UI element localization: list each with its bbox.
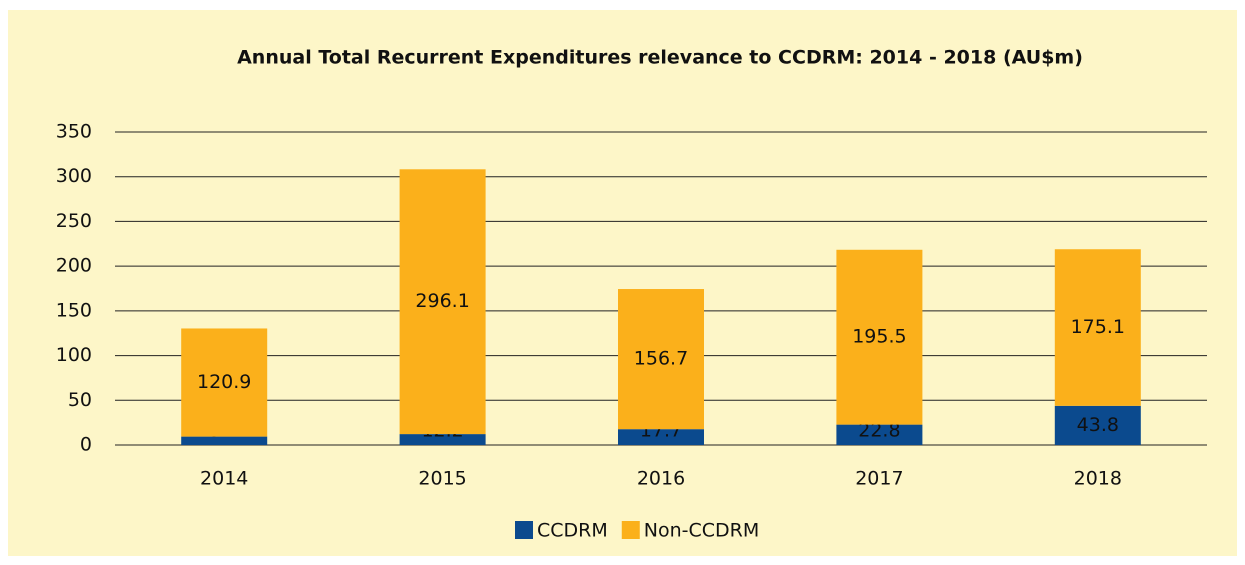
x-tick-label: 2018 bbox=[1074, 468, 1122, 490]
legend-swatch bbox=[621, 521, 640, 539]
data-label: 195.5 bbox=[852, 326, 906, 348]
y-tick-label: 200 bbox=[56, 255, 92, 277]
bar-segment bbox=[181, 436, 268, 445]
x-tick-label: 2017 bbox=[855, 468, 903, 490]
chart-background bbox=[8, 10, 1237, 556]
legend-swatch bbox=[515, 521, 533, 539]
y-tick-label: 150 bbox=[56, 299, 92, 321]
y-tick-label: 100 bbox=[56, 344, 92, 366]
bar-segment bbox=[1054, 405, 1141, 445]
bar-segment bbox=[836, 424, 923, 445]
bar-segment bbox=[181, 328, 268, 437]
data-label: 43.8 bbox=[1077, 414, 1119, 436]
y-tick-label: 300 bbox=[56, 165, 92, 187]
y-tick-label: 0 bbox=[80, 434, 92, 456]
bar-segment bbox=[1054, 249, 1141, 406]
x-tick-label: 2014 bbox=[200, 468, 248, 490]
bar-segment bbox=[399, 169, 486, 435]
legend-label: CCDRM bbox=[537, 520, 608, 542]
y-tick-label: 50 bbox=[68, 389, 92, 411]
bar-segment bbox=[836, 249, 923, 425]
data-label: 120.9 bbox=[197, 371, 251, 393]
data-label: 296.1 bbox=[415, 290, 469, 312]
x-tick-label: 2015 bbox=[418, 468, 466, 490]
data-label: 22.8 bbox=[858, 420, 900, 442]
chart-title: Annual Total Recurrent Expenditures rele… bbox=[237, 47, 1083, 69]
bar-segment bbox=[399, 434, 486, 445]
y-tick-label: 350 bbox=[56, 121, 92, 143]
legend-label: Non-CCDRM bbox=[644, 520, 760, 542]
bar-segment bbox=[618, 429, 704, 445]
data-label: 175.1 bbox=[1071, 316, 1125, 338]
bar-segment bbox=[618, 289, 704, 430]
legend: CCDRM Non-CCDRM bbox=[515, 520, 759, 542]
data-label: 156.7 bbox=[634, 348, 688, 370]
y-tick-label: 250 bbox=[56, 210, 92, 232]
x-tick-label: 2016 bbox=[637, 468, 685, 490]
